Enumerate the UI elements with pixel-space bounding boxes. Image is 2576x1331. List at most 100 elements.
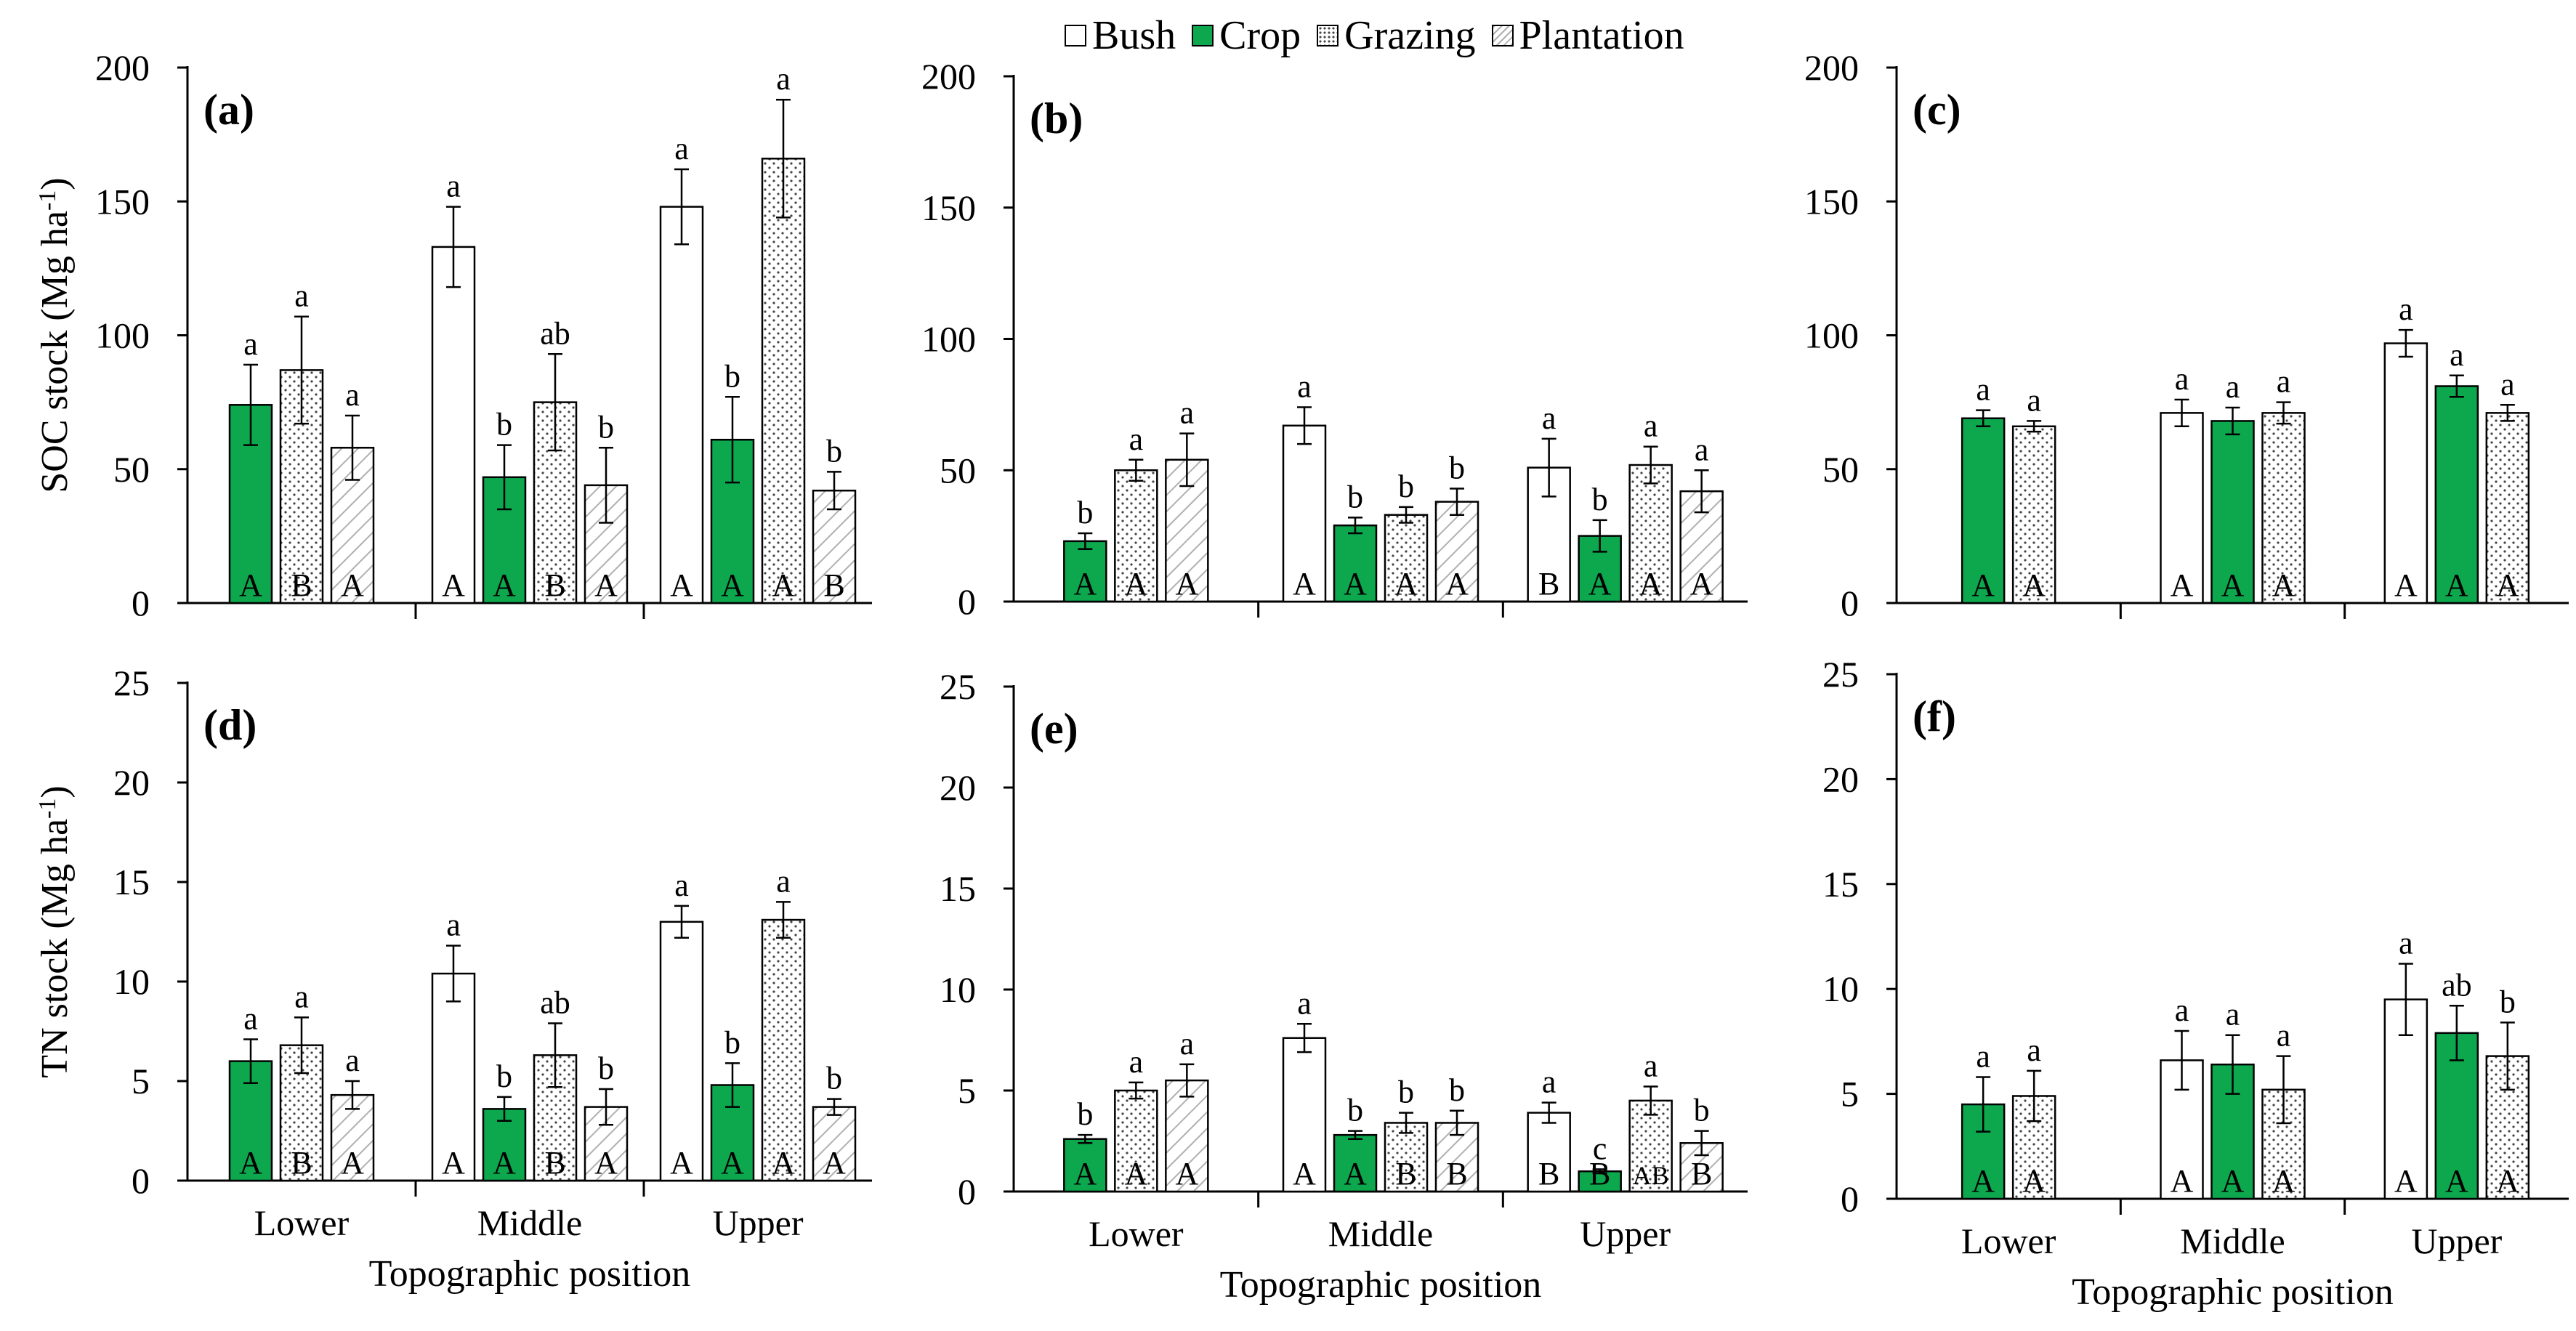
topography-letter: A [594, 1145, 618, 1181]
x-tick-label: Upper [1580, 1213, 1671, 1254]
bar [2485, 412, 2530, 604]
y-tick-label: 100 [1804, 315, 1859, 356]
significance-letter: a [674, 131, 689, 166]
significance-letter: b [1449, 1072, 1465, 1108]
significance-letter: a [2500, 366, 2515, 402]
topography-letter: A [670, 567, 693, 603]
significance-letter: b [1077, 1096, 1093, 1132]
legend-label-crop: Crop [1219, 13, 1301, 58]
topography-letter: A [2496, 567, 2519, 603]
significance-letter: a [2450, 337, 2464, 373]
topography-letter: B [1538, 566, 1559, 602]
x-axis-title: Topographic position [1220, 1264, 1542, 1306]
topography-letter: A [442, 1145, 465, 1181]
panel-label: (b) [1030, 94, 1083, 142]
chart-panel-2: 0 50 100 150 200 b Aa Aa Aa Ab Ab Ab Aa Bb Aa Aa A (b) [921, 56, 1748, 622]
bar [1333, 524, 1378, 603]
y-tick-label: 150 [921, 187, 976, 228]
y-tick-label: 10 [940, 969, 976, 1010]
topography-letter: A [1124, 1156, 1147, 1192]
panel-label: (a) [203, 86, 254, 134]
significance-letter: b [724, 358, 740, 394]
legend-swatch-grazing [1317, 25, 1339, 46]
y-tick-label: 100 [95, 315, 150, 356]
topography-letter: A [2445, 567, 2468, 603]
y-tick-label: 20 [113, 762, 150, 803]
y-tick-label: 20 [1822, 758, 1859, 799]
topography-letter: A [2496, 1163, 2519, 1199]
y-tick-label: 20 [940, 767, 976, 808]
topography-letter: A [1445, 566, 1469, 602]
bar [431, 246, 476, 604]
significance-letter: a [2027, 1032, 2041, 1068]
significance-letter: a [1297, 985, 1312, 1021]
significance-letter: a [1542, 400, 1556, 436]
topography-letter: A [341, 567, 364, 603]
x-tick-label: Upper [713, 1202, 804, 1243]
bar [1527, 1112, 1571, 1193]
y-tick-label: 10 [113, 961, 150, 1002]
topography-letter: A [2272, 1163, 2296, 1199]
x-tick-label: Lower [1961, 1221, 2056, 1261]
significance-letter: a [2399, 291, 2413, 327]
y-tick-label: 50 [1822, 449, 1859, 490]
significance-letter: a [2277, 364, 2291, 400]
x-tick-label: Lower [1089, 1213, 1184, 1254]
significance-letter: a [674, 867, 689, 903]
significance-letter: b [1694, 1093, 1710, 1128]
significance-letter: b [1398, 469, 1414, 504]
x-axis-title: Topographic position [2072, 1271, 2394, 1313]
legend-swatch-crop [1192, 25, 1214, 46]
x-tick-label: Middle [2180, 1221, 2285, 1261]
legend-item-grazing: Grazing [1317, 12, 1476, 59]
bar [1434, 501, 1479, 603]
x-tick-label: Middle [477, 1202, 582, 1243]
significance-letter: a [1129, 1044, 1144, 1080]
topography-letter: A [772, 567, 795, 603]
topography-letter: A [823, 1145, 846, 1181]
y-tick-label: 50 [113, 449, 150, 490]
topography-letter: A [2221, 567, 2245, 603]
topography-letter: A [1124, 566, 1147, 602]
topography-letter: B [544, 1145, 565, 1181]
legend-label-bush: Bush [1092, 13, 1176, 58]
bar [761, 918, 806, 1182]
chart-panel-1: 0 50 100 150 200 a Aa Ba Aa Ab Aab Bb Aa Ab Aa Ab B (a) SO… [34, 47, 872, 623]
bar [659, 206, 704, 604]
significance-letter: b [826, 1061, 842, 1096]
bar [2160, 412, 2204, 604]
bar [812, 1106, 857, 1182]
topography-letter: A [2394, 1163, 2418, 1199]
significance-letter: a [2226, 997, 2240, 1032]
topography-letter: B [1538, 1156, 1559, 1192]
significance-letter: a [294, 278, 309, 314]
significance-letter: b [1347, 479, 1363, 514]
significance-letter: a [1180, 395, 1195, 431]
x-tick-label: Middle [1328, 1213, 1433, 1254]
y-tick-label: 0 [958, 581, 976, 622]
y-tick-label: 15 [1822, 864, 1859, 905]
y-tick-label: 25 [113, 663, 150, 703]
legend-item-crop: Crop [1192, 12, 1301, 59]
legend-item-bush: Bush [1065, 12, 1176, 59]
bar [2011, 425, 2056, 604]
bar [1333, 1133, 1378, 1193]
topography-letter: A [1588, 566, 1612, 602]
bar [710, 438, 755, 604]
significance-letter: c [1593, 1130, 1607, 1166]
topography-letter: A [721, 567, 744, 603]
significance-letter: a [1976, 1038, 1990, 1074]
y-tick-label: 5 [132, 1061, 150, 1101]
topography-letter: A [1639, 566, 1663, 602]
significance-letter: b [496, 407, 512, 442]
x-axis-title: Topographic position [369, 1253, 691, 1295]
significance-letter: a [243, 1000, 258, 1036]
legend-swatch-plantation [1491, 25, 1514, 46]
y-tick-label: 200 [95, 47, 150, 88]
bar [1282, 424, 1327, 603]
x-tick-label: Upper [2411, 1221, 2502, 1261]
topography-letter: A [1690, 566, 1713, 602]
topography-letter: AB [1633, 1161, 1669, 1190]
